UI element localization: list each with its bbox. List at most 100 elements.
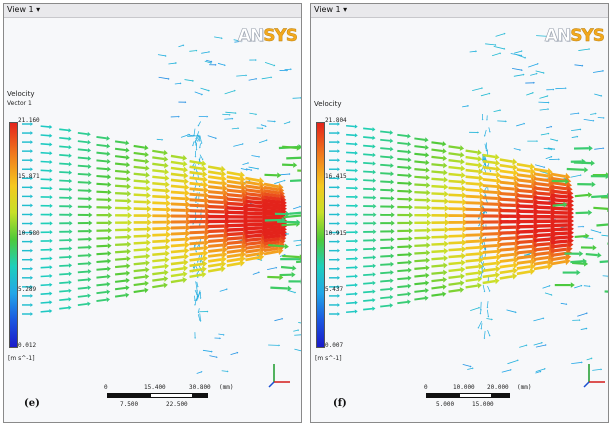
velocity-arrow <box>293 329 300 332</box>
velocity-arrow <box>22 275 33 280</box>
velocity-arrow <box>414 234 431 241</box>
velocity-arrow <box>514 50 523 54</box>
velocity-arrow <box>482 271 501 279</box>
velocity-vector-field <box>22 36 301 374</box>
velocity-arrow <box>560 302 568 306</box>
view-selector[interactable]: View 1 ▾ <box>7 5 41 14</box>
velocity-arrow <box>526 91 534 96</box>
velocity-arrow <box>486 301 489 309</box>
velocity-arrow <box>397 291 412 297</box>
velocity-arrow <box>414 174 431 181</box>
velocity-arrow <box>226 175 246 183</box>
velocity-arrow <box>465 168 484 175</box>
velocity-arrow <box>431 197 450 205</box>
velocity-arrow <box>152 149 168 156</box>
velocity-arrow <box>242 162 250 166</box>
velocity-arrow <box>252 271 260 275</box>
velocity-arrow <box>482 171 502 179</box>
velocity-arrow <box>544 292 553 296</box>
legend-tick-max: 21.160 <box>18 117 40 124</box>
velocity-arrow <box>40 203 53 208</box>
viewport-panel-e[interactable]: View 1 ▾ ANSYS Velocity Vector 1 21.160 … <box>3 3 302 423</box>
velocity-arrow <box>22 149 33 154</box>
velocity-arrow <box>515 54 527 59</box>
velocity-arrow <box>414 159 430 166</box>
velocity-vector-field <box>329 32 608 374</box>
velocity-arrow <box>397 188 413 195</box>
velocity-arrow <box>482 159 501 167</box>
velocity-arrow <box>189 181 209 189</box>
velocity-arrow <box>380 261 395 267</box>
velocity-arrow <box>431 262 448 269</box>
velocity-arrow <box>152 199 171 207</box>
velocity-arrow <box>363 195 377 201</box>
velocity-arrow <box>528 63 539 68</box>
velocity-arrow <box>380 154 394 160</box>
velocity-arrow <box>414 197 431 204</box>
velocity-arrow <box>40 186 53 191</box>
velocity-arrow <box>363 178 377 183</box>
velocity-arrow <box>286 156 301 160</box>
velocity-arrow <box>448 218 468 227</box>
velocity-arrow <box>329 167 340 172</box>
velocity-arrow <box>573 145 593 152</box>
velocity-arrow <box>289 211 301 215</box>
velocity-arrow <box>513 148 521 151</box>
velocity-arrow <box>152 193 171 201</box>
velocity-arrow <box>363 220 377 226</box>
panel-label: (f) <box>333 398 347 409</box>
velocity-arrow <box>414 137 429 143</box>
velocity-arrow <box>156 138 164 141</box>
velocity-arrow <box>448 287 465 293</box>
velocity-arrow <box>448 245 467 253</box>
velocity-arrow <box>59 246 73 251</box>
velocity-arrow <box>292 96 301 99</box>
velocity-arrow <box>346 283 358 288</box>
velocity-arrow <box>482 177 502 185</box>
velocity-arrow <box>59 203 73 209</box>
velocity-arrow <box>570 112 580 115</box>
velocity-arrow <box>516 162 536 170</box>
color-legend-bar <box>9 122 18 348</box>
velocity-arrow <box>546 125 553 129</box>
velocity-arrow <box>550 138 559 142</box>
velocity-arrow <box>380 286 394 292</box>
velocity-arrow <box>465 149 482 156</box>
velocity-arrow <box>583 118 595 122</box>
velocity-arrow <box>256 127 264 130</box>
velocity-arrow <box>224 89 236 95</box>
velocity-arrow <box>40 300 53 305</box>
velocity-arrow <box>170 259 189 266</box>
velocity-arrow <box>551 178 570 185</box>
velocity-arrow <box>431 155 448 162</box>
velocity-arrow <box>77 269 92 274</box>
velocity-arrow <box>189 255 208 263</box>
velocity-arrow <box>363 212 377 218</box>
velocity-arrow <box>114 285 130 291</box>
scale-segment <box>150 393 193 398</box>
viewport-panel-f[interactable]: View 1 ▾ ANSYS Velocity 21.804 16.415 10… <box>310 3 609 423</box>
velocity-arrow <box>77 220 93 226</box>
velocity-arrow <box>199 154 204 161</box>
velocity-arrow <box>22 203 33 208</box>
velocity-arrow <box>346 186 359 191</box>
velocity-arrow <box>280 265 297 271</box>
velocity-arrow <box>115 197 132 204</box>
velocity-arrow <box>414 212 432 219</box>
velocity-arrow <box>363 161 376 166</box>
view-selector[interactable]: View 1 ▾ <box>314 5 348 14</box>
velocity-arrow <box>540 132 550 136</box>
velocity-arrow <box>40 273 53 279</box>
velocity-arrow <box>599 259 608 264</box>
velocity-arrow <box>133 232 152 240</box>
scale-unit: (mm) <box>219 384 234 391</box>
velocity-arrow <box>465 174 484 182</box>
velocity-arrow <box>497 120 507 123</box>
velocity-arrow <box>152 237 171 245</box>
velocity-arrow <box>59 153 72 158</box>
velocity-arrow <box>570 258 587 265</box>
velocity-arrow <box>499 158 518 165</box>
velocity-arrow <box>157 54 167 57</box>
velocity-arrow <box>346 159 358 164</box>
scale-tick: 0 <box>424 384 428 391</box>
